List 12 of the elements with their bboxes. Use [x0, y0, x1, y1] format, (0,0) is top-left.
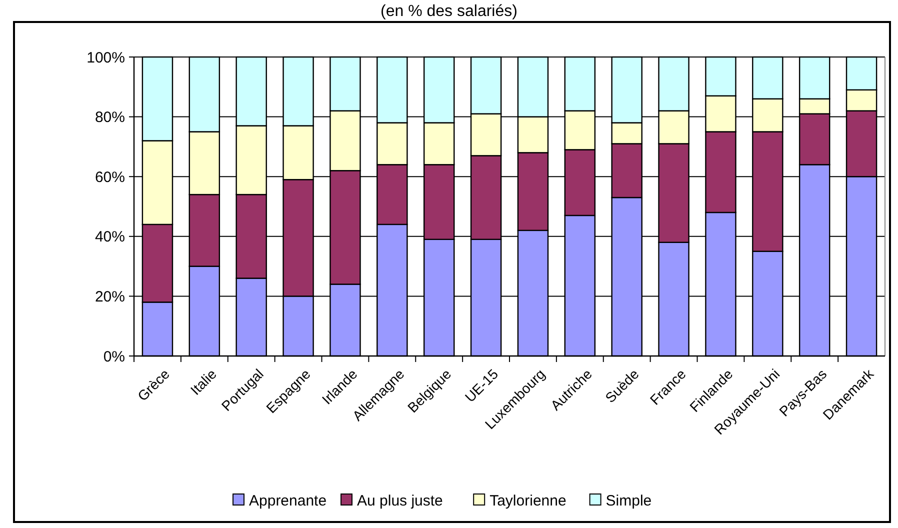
legend-label: Simple	[606, 492, 652, 510]
y-tick-label: 100%	[86, 49, 125, 66]
x-tick-label: Italie	[187, 366, 220, 398]
y-tick-label: 60%	[94, 168, 125, 186]
y-tick-label: 20%	[94, 288, 125, 306]
legend-label: Taylorienne	[490, 492, 566, 510]
legend-label: Au plus juste	[357, 492, 443, 510]
chart-subtitle: (en % des salariés)	[380, 3, 518, 20]
y-tick-label: 0%	[103, 348, 125, 366]
y-tick-label: 40%	[94, 228, 125, 246]
legend-label: Apprenante	[249, 492, 327, 510]
y-tick-label: 80%	[94, 109, 125, 126]
